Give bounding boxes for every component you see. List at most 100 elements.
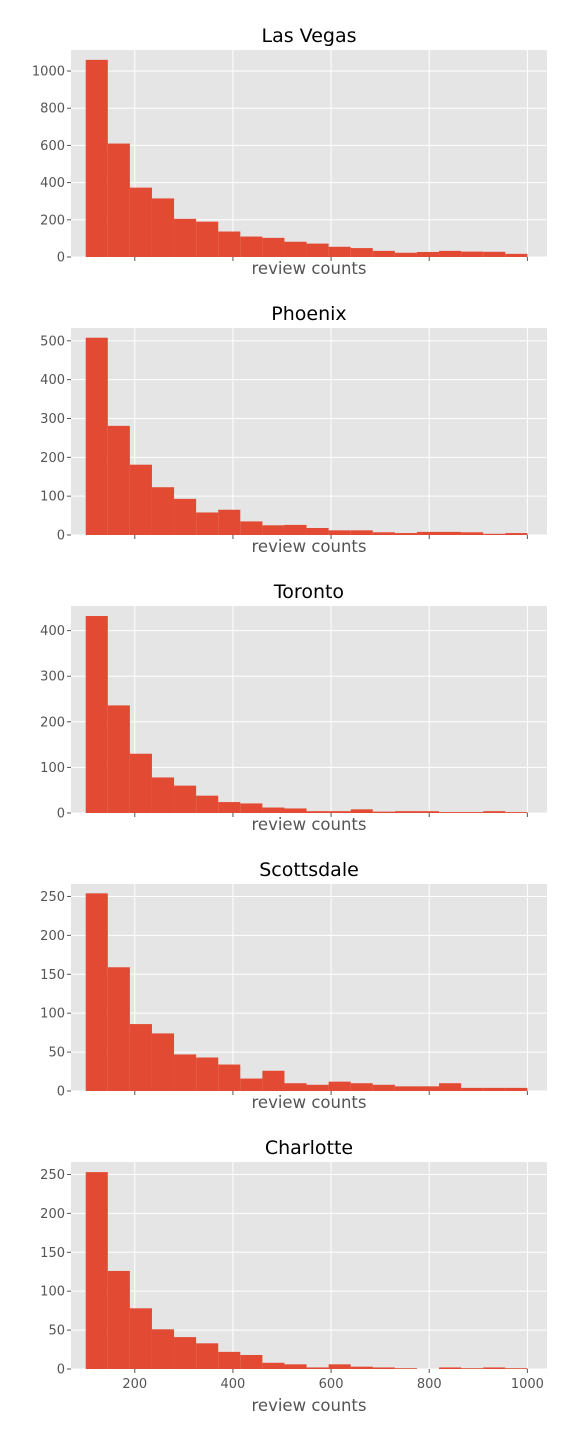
histogram-bar [262,1070,285,1091]
y-tick-label: 250 [40,1168,65,1183]
x-tick-label: 400 [221,1377,246,1392]
histogram-bar [394,533,417,535]
histogram-bar [306,528,329,535]
y-tick-label: 400 [40,373,65,388]
histogram-bar [350,530,373,535]
histogram-bar [218,231,241,257]
y-tick-label: 400 [40,176,65,191]
y-tick-label: 150 [40,1246,65,1261]
y-tick-label: 50 [48,1046,65,1061]
x-tick-label: 800 [417,1377,442,1392]
histogram-bar [350,809,373,813]
histogram-bar [284,1083,307,1091]
histogram-bar [240,236,263,257]
histogram-bar [240,521,263,535]
histogram-bar [240,1354,263,1369]
histogram-bar [284,524,307,535]
histogram-bar [439,250,462,257]
histogram-bar [107,425,130,535]
histogram-bar [262,237,285,257]
histogram-bar [85,1172,108,1369]
histogram-bar [372,250,395,257]
histogram-bar [306,1084,329,1091]
y-tick-label: 250 [40,890,65,905]
histogram-bar [416,251,440,257]
histogram-bar [461,1087,484,1091]
histogram-bar [262,525,285,535]
histogram-bar [107,1270,130,1369]
histogram-bar [328,1364,351,1369]
histogram-bar [350,1366,373,1369]
histogram-bar [151,487,175,535]
histogram-bar [174,498,197,535]
x-tick-label: 1000 [511,1377,544,1392]
y-tick-label: 100 [40,1007,65,1022]
y-tick-label: 200 [40,715,65,730]
histogram-bar [218,802,241,813]
y-tick-label: 200 [40,451,65,466]
histogram-bar [505,812,528,813]
x-axis-label: review counts [252,815,367,834]
histogram-bar [483,533,506,535]
histogram-bar [240,803,263,813]
histogram-bar [394,1086,417,1091]
histogram-bar [174,1054,197,1091]
histogram-bar [439,812,462,813]
histogram-bar [483,251,506,257]
histogram-bar [372,1084,395,1091]
histogram-bar [306,811,329,813]
histogram-bar [85,337,108,535]
y-tick-label: 200 [40,929,65,944]
histogram-bar [85,59,108,257]
histogram-bar [350,1083,373,1091]
y-tick-label: 300 [40,670,65,685]
histogram-bar [85,616,108,813]
y-tick-label: 100 [40,490,65,505]
histogram-bar [218,509,241,535]
histogram-bar [394,811,417,813]
histogram-bar [483,1087,506,1091]
histogram-bar [416,1086,440,1091]
histogram-bar [461,812,484,813]
histogram-panel: 0 50 100 150 200 250 200 400 600 800 1000 Charlotte… [40,1137,547,1415]
y-tick-label: 400 [40,624,65,639]
x-tick-label: 200 [122,1377,147,1392]
histogram-bar [129,187,152,257]
histogram-panel: 0 200 400 600 800 1000 Las Vegas review counts [32,25,547,278]
histogram-bar [461,251,484,257]
histogram-bar [284,241,307,257]
histogram-bar [151,777,175,813]
histogram-bar [416,531,440,535]
histogram-bar [461,532,484,535]
histogram-bar [107,967,130,1091]
histogram-bar [151,1329,175,1369]
histogram-bar [439,1367,462,1369]
histogram-bar [262,1362,285,1369]
chart-title: Las Vegas [262,25,357,47]
histogram-bar [483,811,506,813]
y-tick-label: 0 [57,1085,65,1100]
histogram-panel: 0 50 100 150 200 250 Scottsdale review counts [40,859,547,1112]
y-tick-label: 0 [57,1363,65,1378]
histogram-bar [218,1064,241,1091]
histogram-bar [328,811,351,813]
histogram-bar [350,248,373,257]
histogram-bar [461,1368,484,1369]
chart-title: Scottsdale [259,859,359,881]
y-tick-label: 150 [40,968,65,983]
y-tick-label: 0 [57,529,65,544]
histogram-bar [107,143,130,257]
y-tick-label: 300 [40,412,65,427]
x-axis-label: review counts [252,259,367,278]
y-tick-label: 100 [40,1285,65,1300]
y-tick-label: 50 [48,1324,65,1339]
histogram-bar [328,530,351,535]
histogram-bar [129,1024,152,1091]
histogram-bar [328,1081,351,1091]
histogram-bar [372,532,395,535]
histogram-bar [129,753,152,813]
histogram-bar [416,811,440,813]
y-tick-label: 800 [40,102,65,117]
x-tick-label: 600 [319,1377,344,1392]
